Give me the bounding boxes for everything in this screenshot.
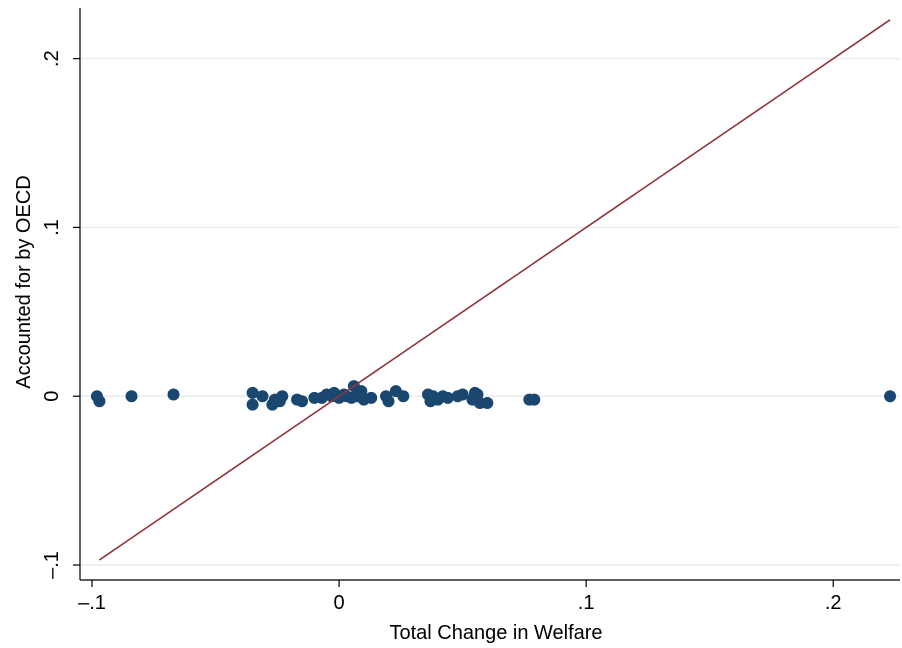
scatter-point-29 — [382, 395, 395, 408]
diagonal-line — [98, 19, 891, 561]
x-tick-label-2: .1 — [578, 592, 595, 614]
y-axis-title: Accounted for by OECD — [13, 175, 35, 388]
grid-lines — [80, 57, 900, 566]
scatter-point-5 — [246, 398, 259, 411]
scatter-point-1 — [93, 395, 106, 408]
scatter-point-2 — [125, 390, 138, 403]
x-axis-title: Total Change in Welfare — [389, 622, 602, 644]
scatter-point-47 — [884, 390, 897, 403]
y-tick-label-1: 0 — [41, 391, 63, 402]
y-tick-label-2: .1 — [41, 219, 63, 236]
scatter-point-4 — [246, 386, 259, 399]
series-layer — [90, 19, 897, 561]
scatter-point-46 — [528, 393, 541, 406]
x-tick-label-3: .2 — [825, 592, 842, 614]
scatter-point-6 — [256, 390, 269, 403]
scatter-point-27 — [365, 391, 378, 404]
scatter-point-39 — [456, 388, 469, 401]
scatter-point-44 — [481, 396, 494, 409]
scatter-point-31 — [397, 390, 410, 403]
scatter-point-37 — [441, 391, 454, 404]
scatter-point-10 — [276, 390, 289, 403]
y-tick-label-0: –.1 — [41, 551, 63, 579]
axis-ticks: –.1 0 .1 .2 –.1 0 .1 .2 — [41, 50, 842, 614]
scatter-point-3 — [167, 388, 180, 401]
x-tick-label-1: 0 — [334, 592, 345, 614]
x-tick-label-0: –.1 — [78, 592, 106, 614]
y-tick-label-3: .2 — [41, 50, 63, 67]
scatter-point-12 — [296, 395, 309, 408]
